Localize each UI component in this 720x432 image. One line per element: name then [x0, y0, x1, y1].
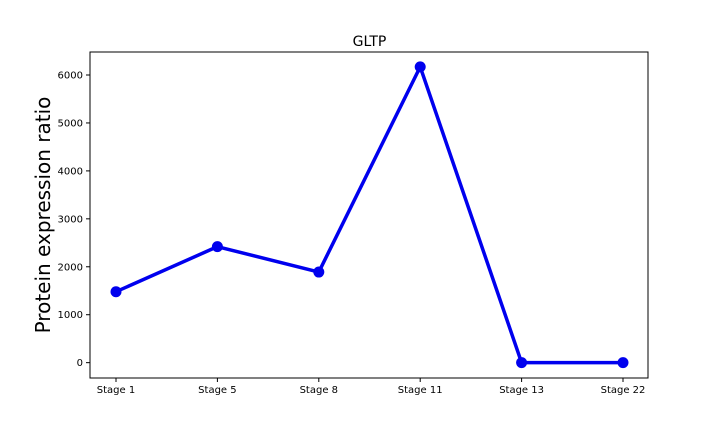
- y-tick-label: 6000: [58, 71, 83, 82]
- x-tick-label: Stage 22: [601, 385, 646, 396]
- x-tick-label: Stage 1: [97, 385, 135, 396]
- data-point: [617, 357, 629, 369]
- y-tick-label: 0: [77, 358, 83, 369]
- y-tick-label: 4000: [58, 166, 83, 177]
- plot-frame: [89, 51, 649, 379]
- x-tick-label: Stage 8: [300, 385, 338, 396]
- data-point: [414, 61, 426, 73]
- data-series: [110, 61, 629, 369]
- data-point: [110, 286, 122, 298]
- axes: 0 1000 2000 3000 4000 5000 6000 Stage 1 Stage 5 S…: [58, 71, 646, 396]
- x-tick-label: Stage 11: [398, 385, 443, 396]
- y-tick-label: 2000: [58, 262, 83, 273]
- y-axis-label: Protein expression ratio: [31, 97, 55, 334]
- data-point: [211, 241, 223, 253]
- data-point: [313, 266, 325, 278]
- y-tick-label: 5000: [58, 118, 83, 129]
- chart-title: GLTP: [353, 34, 387, 50]
- data-point: [516, 357, 528, 369]
- y-tick-label: 3000: [58, 214, 83, 225]
- x-tick-label: Stage 13: [499, 385, 544, 396]
- y-tick-label: 1000: [58, 310, 83, 321]
- series-line: [114, 65, 625, 365]
- x-tick-label: Stage 5: [198, 385, 236, 396]
